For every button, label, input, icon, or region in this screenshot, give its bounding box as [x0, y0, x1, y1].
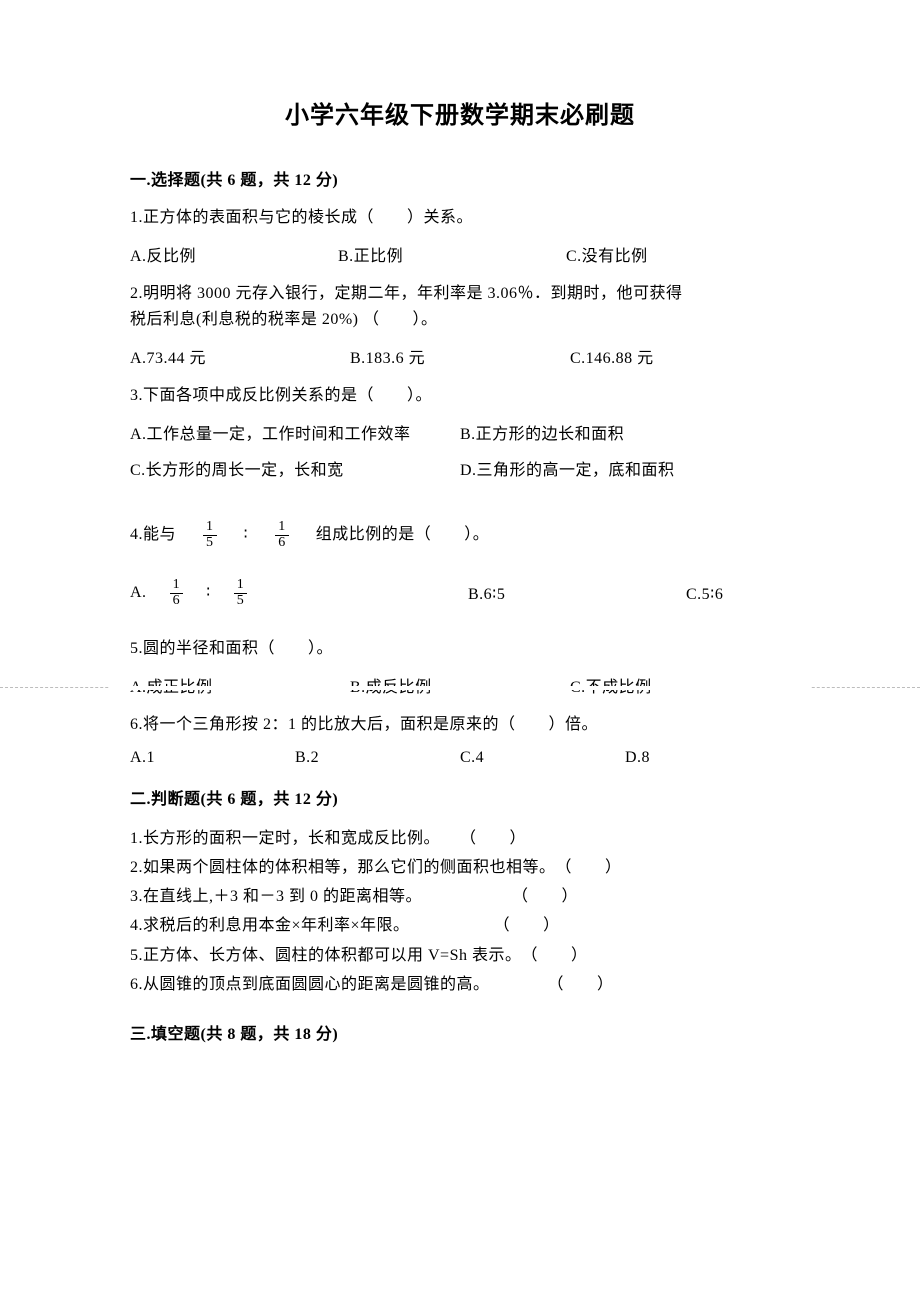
- section-3-heading: 三.填空题(共 8 题，共 18 分): [130, 1020, 790, 1044]
- q4-opt-a: A. 1 6 ∶ 1 5: [130, 578, 420, 608]
- section-2-heading: 二.判断题(共 6 题，共 12 分): [130, 785, 790, 809]
- judge-6-gap: [490, 971, 548, 998]
- question-6-options: A.1 B.2 C.4 D.8: [130, 749, 790, 767]
- question-5: 5.圆的半径和面积（ ）。: [130, 637, 790, 661]
- judge-4-paren: （ ）: [494, 912, 560, 939]
- judge-1: 1.长方形的面积一定时，长和宽成反比例。 （ ）: [130, 825, 790, 852]
- q5-opt-c: C.不成比例: [570, 673, 790, 697]
- question-1-options: A.反比例 B.正比例 C.没有比例: [130, 242, 790, 266]
- q4-colon: ∶: [244, 526, 249, 543]
- judge-3-gap: [422, 883, 512, 910]
- q4a-frac1-num: 1: [170, 578, 184, 594]
- q4a-frac2-num: 1: [234, 578, 248, 594]
- judge-3: 3.在直线上,＋3 和－3 到 0 的距离相等。 （ ）: [130, 883, 790, 910]
- q3-opt-b: B.正方形的边长和面积: [460, 420, 790, 444]
- judge-4-gap: [410, 912, 494, 939]
- q3-opt-a: A.工作总量一定，工作时间和工作效率: [130, 420, 460, 444]
- q4a-frac2: 1 5: [234, 578, 248, 608]
- q4-frac2-num: 1: [275, 520, 289, 536]
- judge-5-text: 5.正方体、长方体、圆柱的体积都可以用 V=Sh 表示。: [130, 942, 521, 969]
- question-2-options: A.73.44 元 B.183.6 元 C.146.88 元: [130, 344, 790, 368]
- page-title: 小学六年级下册数学期末必刷题: [130, 95, 790, 130]
- judge-4: 4.求税后的利息用本金×年利率×年限。 （ ）: [130, 912, 790, 939]
- q4-frac1-den: 5: [203, 536, 217, 551]
- question-5-options: A.成正比例 B.成反比例 C.不成比例: [130, 673, 790, 697]
- q4-post: 组成比例的是（ ）。: [316, 526, 490, 543]
- q3-opt-d: D.三角形的高一定，底和面积: [460, 456, 790, 480]
- page-divider-gap: [110, 686, 810, 690]
- q6-opt-c: C.4: [460, 749, 625, 767]
- q4a-frac2-den: 5: [234, 594, 248, 609]
- q4-pre: 4.能与: [130, 526, 176, 543]
- question-2-line1: 2.明明将 3000 元存入银行，定期二年，年利率是 3.06％．到期时，他可获…: [130, 282, 790, 306]
- q1-opt-a: A.反比例: [130, 242, 290, 266]
- question-3: 3.下面各项中成反比例关系的是（ ）。: [130, 384, 790, 408]
- q5-opt-a: A.成正比例: [130, 673, 350, 697]
- q6-opt-b: B.2: [295, 749, 460, 767]
- q4-opt-c: C.5∶6: [686, 584, 723, 604]
- q4-opt-b: B.6∶5: [468, 584, 638, 604]
- q1-opt-c: C.没有比例: [566, 242, 648, 266]
- section-1-heading: 一.选择题(共 6 题，共 12 分): [130, 166, 790, 190]
- q4a-frac1-den: 6: [170, 594, 184, 609]
- q4-frac2: 1 6: [275, 520, 289, 550]
- judge-6-paren: （ ）: [548, 971, 614, 998]
- judge-3-paren: （ ）: [512, 883, 578, 910]
- q6-opt-a: A.1: [130, 749, 295, 767]
- judge-2: 2.如果两个圆柱体的体积相等，那么它们的侧面积也相等。 （ ）: [130, 854, 790, 881]
- q5-opt-b: B.成反比例: [350, 673, 570, 697]
- judge-6: 6.从圆锥的顶点到底面圆圆心的距离是圆锥的高。 （ ）: [130, 971, 790, 998]
- judge-4-text: 4.求税后的利息用本金×年利率×年限。: [130, 912, 410, 939]
- judge-2-paren: （ ）: [556, 854, 622, 881]
- q2-opt-b: B.183.6 元: [350, 344, 570, 368]
- q2-opt-a: A.73.44 元: [130, 344, 350, 368]
- judge-1-gap: [440, 825, 460, 852]
- question-4-options: A. 1 6 ∶ 1 5 B.6∶5 C.5∶6: [130, 578, 790, 608]
- q4a-pre: A.: [130, 584, 147, 601]
- judge-1-text: 1.长方形的面积一定时，长和宽成反比例。: [130, 825, 440, 852]
- question-3-options: A.工作总量一定，工作时间和工作效率 B.正方形的边长和面积 C.长方形的周长一…: [130, 420, 790, 492]
- question-2-line2: 税后利息(利息税的税率是 20%) （ ）。: [130, 308, 790, 332]
- q4-frac1: 1 5: [203, 520, 217, 550]
- page-divider: [0, 687, 920, 688]
- q1-opt-b: B.正比例: [338, 242, 518, 266]
- judge-5: 5.正方体、长方体、圆柱的体积都可以用 V=Sh 表示。 （ ）: [130, 942, 790, 969]
- q3-opt-c: C.长方形的周长一定，长和宽: [130, 456, 460, 480]
- judge-3-text: 3.在直线上,＋3 和－3 到 0 的距离相等。: [130, 883, 422, 910]
- judge-1-paren: （ ）: [460, 825, 526, 852]
- judge-2-text: 2.如果两个圆柱体的体积相等，那么它们的侧面积也相等。: [130, 854, 556, 881]
- q2-opt-c: C.146.88 元: [570, 344, 790, 368]
- question-6: 6.将一个三角形按 2：1 的比放大后，面积是原来的（ ）倍。: [130, 713, 790, 737]
- judge-5-paren: （ ）: [521, 942, 587, 969]
- question-4: 4.能与 1 5 ∶ 1 6 组成比例的是（ ）。: [130, 520, 790, 550]
- exam-page: 小学六年级下册数学期末必刷题 一.选择题(共 6 题，共 12 分) 1.正方体…: [0, 0, 920, 1302]
- q4a-colon: ∶: [206, 584, 211, 601]
- q4-frac1-num: 1: [203, 520, 217, 536]
- q4a-frac1: 1 6: [170, 578, 184, 608]
- q4-frac2-den: 6: [275, 536, 289, 551]
- judge-6-text: 6.从圆锥的顶点到底面圆圆心的距离是圆锥的高。: [130, 971, 490, 998]
- q6-opt-d: D.8: [625, 749, 790, 767]
- question-1: 1.正方体的表面积与它的棱长成（ ）关系。: [130, 206, 790, 230]
